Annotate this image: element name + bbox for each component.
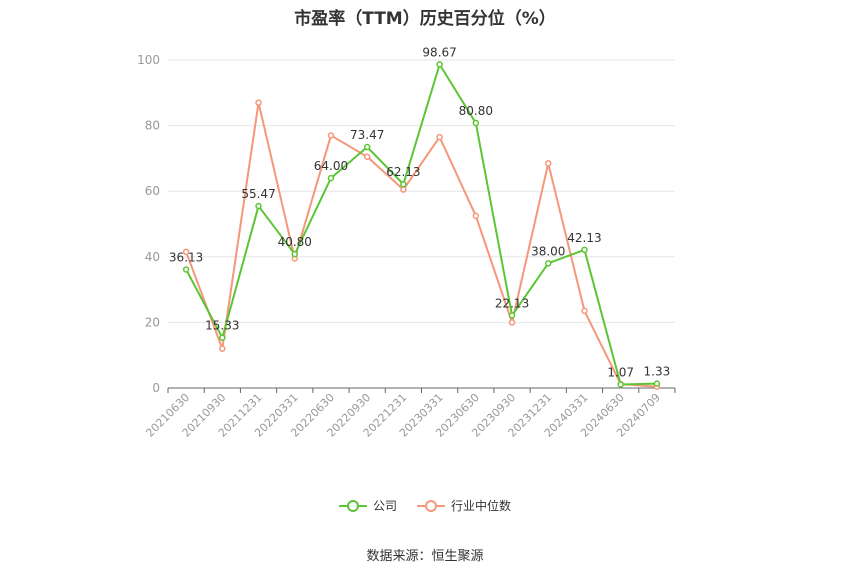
data-point-0: [363, 143, 371, 151]
data-label: 80.80: [459, 104, 493, 118]
data-point-1: [436, 133, 443, 141]
data-label: 73.47: [350, 128, 384, 142]
legend: 公司 行业中位数: [0, 497, 850, 514]
data-point-0: [508, 312, 516, 319]
series-line-0: [185, 63, 657, 386]
data-point-1: [581, 307, 588, 315]
y-tick-label: 20: [145, 315, 160, 329]
data-point-0: [255, 202, 262, 210]
data-point-0: [400, 180, 407, 188]
data-point-0: [291, 250, 298, 258]
data-label: 98.67: [422, 45, 456, 59]
data-label: 15.33: [205, 319, 239, 333]
legend-item-company[interactable]: 公司: [338, 497, 397, 514]
source-note: 数据来源：恒生聚源: [366, 549, 484, 564]
data-point-1: [400, 186, 407, 193]
series-line-1: [185, 101, 657, 388]
data-label: 64.00: [314, 159, 348, 173]
data-label: 38.00: [531, 244, 565, 258]
chart-title: 市盈率（TTM）历史百分位（%）: [294, 9, 556, 29]
data-label: 22.13: [495, 296, 529, 310]
data-point-1: [255, 99, 262, 106]
data-point-1: [182, 248, 190, 256]
data-point-0: [653, 380, 661, 387]
y-tick-label: 40: [145, 250, 160, 264]
data-point-0: [182, 266, 190, 273]
y-tick-label: 0: [152, 381, 160, 395]
data-label: 36.13: [169, 250, 203, 264]
data-point-0: [472, 119, 480, 127]
data-label: 1.33: [644, 365, 671, 379]
y-tick-label: 100: [137, 53, 160, 67]
data-point-1: [363, 153, 371, 161]
data-label: 1.07: [607, 365, 634, 379]
data-label: 42.13: [567, 231, 601, 245]
legend-label-company: 公司: [372, 499, 397, 513]
legend-label-industry: 行业中位数: [451, 499, 512, 513]
data-point-0: [545, 260, 552, 267]
data-label: 55.47: [241, 187, 275, 201]
y-tick-label: 60: [145, 184, 160, 198]
data-point-0: [617, 381, 624, 388]
data-label: 40.80: [278, 235, 312, 249]
data-point-0: [581, 246, 588, 254]
legend-item-industry[interactable]: 行业中位数: [417, 497, 511, 514]
data-point-1: [327, 132, 335, 139]
y-tick-label: 80: [145, 119, 160, 133]
legend-swatch-company: [338, 499, 367, 512]
data-point-1: [545, 160, 552, 167]
data-point-0: [219, 334, 226, 341]
data-label: 62.13: [386, 165, 420, 179]
data-point-1: [219, 345, 226, 352]
data-point-0: [436, 61, 443, 68]
data-point-1: [472, 212, 480, 220]
legend-swatch-industry: [417, 499, 445, 512]
data-point-1: [508, 319, 516, 326]
data-point-0: [327, 174, 335, 182]
